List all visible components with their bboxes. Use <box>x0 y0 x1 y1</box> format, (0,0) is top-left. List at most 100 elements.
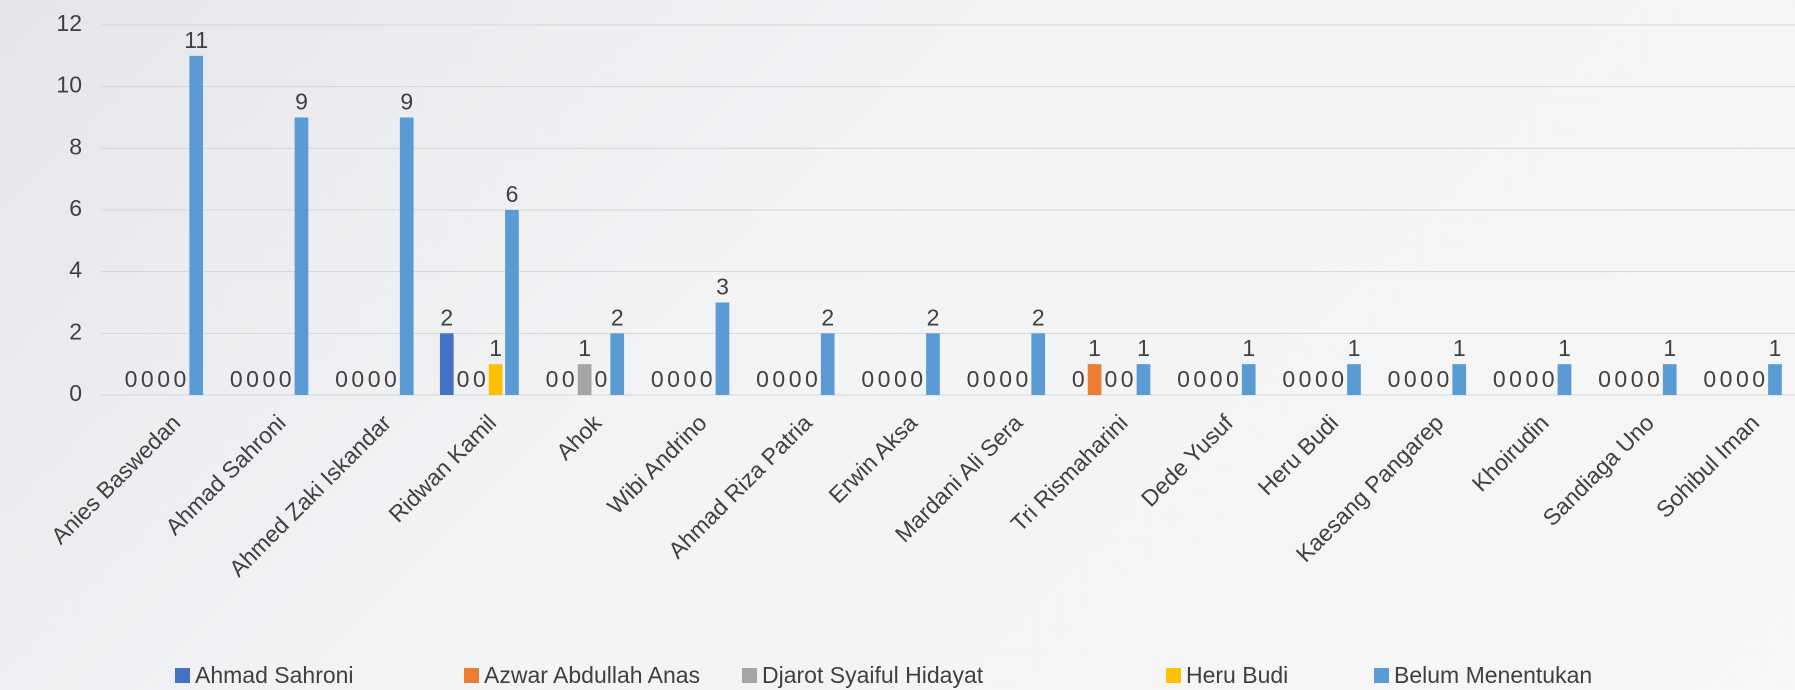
bar <box>439 333 454 395</box>
data-label: 0 <box>1437 366 1450 392</box>
data-label: 0 <box>683 366 696 392</box>
data-label: 0 <box>1404 366 1417 392</box>
data-label: 0 <box>546 366 559 392</box>
data-label: 0 <box>667 366 680 392</box>
data-label: 0 <box>384 366 397 392</box>
data-label: 0 <box>1331 366 1344 392</box>
data-label: 0 <box>368 366 381 392</box>
data-label: 1 <box>1453 335 1466 361</box>
data-label: 0 <box>861 366 874 392</box>
data-label: 0 <box>1104 366 1117 392</box>
bar <box>1347 364 1361 395</box>
data-label: 0 <box>700 366 713 392</box>
legend-label: Belum Menentukan <box>1394 662 1592 688</box>
data-label: 9 <box>400 89 413 115</box>
legend-swatch <box>1374 668 1389 683</box>
data-label: 1 <box>1088 335 1101 361</box>
data-label: 0 <box>595 366 608 392</box>
data-label: 0 <box>894 366 907 392</box>
y-tick-label: 4 <box>69 257 82 283</box>
data-label: 2 <box>821 304 834 330</box>
data-label: 0 <box>562 366 575 392</box>
data-label: 0 <box>1315 366 1328 392</box>
bar <box>505 210 519 395</box>
data-label: 0 <box>1193 366 1206 392</box>
data-label: 0 <box>878 366 891 392</box>
data-label: 0 <box>246 366 259 392</box>
data-label: 0 <box>157 366 170 392</box>
data-label: 0 <box>1299 366 1312 392</box>
data-label: 0 <box>457 366 470 392</box>
data-label: 0 <box>789 366 802 392</box>
data-label: 2 <box>611 304 624 330</box>
bar <box>577 364 592 395</box>
data-label: 1 <box>1137 335 1150 361</box>
bar <box>1031 333 1046 395</box>
data-label: 2 <box>1032 304 1045 330</box>
data-label: 0 <box>1631 366 1644 392</box>
bar <box>1136 364 1151 395</box>
data-label: 0 <box>473 366 486 392</box>
data-label: 3 <box>716 274 729 300</box>
data-label: 0 <box>1121 366 1134 392</box>
data-label: 0 <box>141 366 154 392</box>
data-label: 1 <box>1242 335 1255 361</box>
data-label: 0 <box>651 366 664 392</box>
data-label: 0 <box>1016 366 1029 392</box>
data-label: 0 <box>805 366 818 392</box>
data-label: 0 <box>1282 366 1295 392</box>
data-label: 0 <box>174 366 187 392</box>
y-tick-label: 8 <box>69 133 82 159</box>
x-tick-label: Heru Budi <box>1252 409 1343 500</box>
legend-label: Heru Budi <box>1186 662 1288 688</box>
legend-label: Azwar Abdullah Anas <box>484 662 700 688</box>
legend-swatch <box>742 668 757 683</box>
bar <box>1241 364 1256 395</box>
legend-label: Djarot Syaiful Hidayat <box>762 662 984 688</box>
data-label: 0 <box>279 366 292 392</box>
data-label: 0 <box>1072 366 1085 392</box>
bar <box>1087 364 1102 395</box>
x-tick-label: Ahok <box>551 409 607 465</box>
x-tick-label: Wibi Andrino <box>602 409 712 519</box>
data-label: 9 <box>295 89 308 115</box>
data-label: 0 <box>335 366 348 392</box>
bar <box>488 364 503 395</box>
data-label: 0 <box>1736 366 1749 392</box>
y-tick-label: 12 <box>56 10 82 36</box>
bar <box>189 55 204 395</box>
bar <box>926 333 940 395</box>
data-label: 2 <box>440 304 453 330</box>
y-tick-label: 2 <box>69 318 82 344</box>
data-label: 0 <box>1720 366 1733 392</box>
y-tick-label: 6 <box>69 195 82 221</box>
data-label: 0 <box>1177 366 1190 392</box>
legend-swatch <box>1166 668 1181 683</box>
legend-label: Ahmad Sahroni <box>195 662 354 688</box>
data-label: 0 <box>1703 366 1716 392</box>
data-label: 0 <box>756 366 769 392</box>
data-label: 0 <box>1647 366 1660 392</box>
bar <box>294 117 309 395</box>
x-tick-label: Khoirudin <box>1467 409 1554 496</box>
data-label: 1 <box>1663 335 1676 361</box>
x-tick-label: Erwin Aksa <box>823 409 922 508</box>
data-label: 0 <box>1525 366 1538 392</box>
x-tick-label: Sohibul Iman <box>1651 409 1764 522</box>
data-label: 0 <box>125 366 138 392</box>
data-label: 0 <box>1210 366 1223 392</box>
x-tick-label: Dede Yusuf <box>1136 409 1239 512</box>
data-label: 1 <box>1558 335 1571 361</box>
x-tick-label: Anies Baswedan <box>46 409 186 549</box>
data-label: 6 <box>506 181 519 207</box>
data-label: 0 <box>1420 366 1433 392</box>
data-label: 0 <box>230 366 243 392</box>
data-label: 0 <box>1493 366 1506 392</box>
data-label: 0 <box>262 366 275 392</box>
bar <box>1452 364 1467 395</box>
data-label: 2 <box>927 304 940 330</box>
data-label: 0 <box>910 366 923 392</box>
data-label: 0 <box>999 366 1012 392</box>
legend-swatch <box>175 668 190 683</box>
data-label: 0 <box>351 366 364 392</box>
